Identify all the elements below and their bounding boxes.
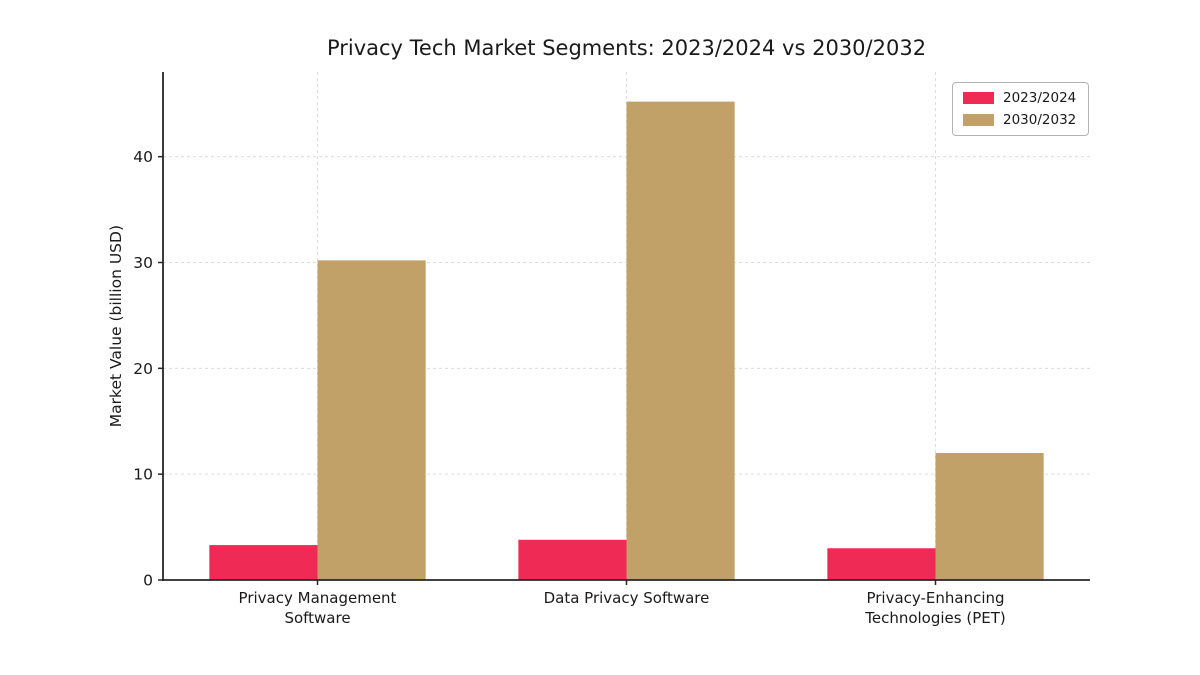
legend-row-2023-2024: 2023/2024 bbox=[963, 90, 1076, 106]
legend: 2023/2024 2030/2032 bbox=[952, 82, 1090, 136]
bar-2030-2032-cat2 bbox=[935, 453, 1044, 580]
legend-swatch-2023-2024-icon bbox=[963, 92, 994, 104]
legend-label-2023-2024: 2023/2024 bbox=[1003, 90, 1077, 106]
x-tick-label: Data Privacy Software bbox=[544, 589, 710, 607]
y-tick-label: 0 bbox=[143, 571, 153, 589]
bar-2030-2032-cat0 bbox=[317, 260, 426, 580]
y-tick-label: 20 bbox=[133, 360, 153, 378]
chart-title: Privacy Tech Market Segments: 2023/2024 … bbox=[326, 36, 927, 60]
bar-2030-2032-cat1 bbox=[626, 101, 735, 580]
y-tick-label: 40 bbox=[133, 148, 153, 166]
x-tick-label: Privacy-Enhancing Technologies (PET) bbox=[864, 589, 1006, 627]
x-tick-label: Privacy Management Software bbox=[239, 589, 397, 627]
y-tick-label: 10 bbox=[133, 466, 153, 484]
legend-label-2030-2032: 2030/2032 bbox=[1003, 112, 1077, 128]
legend-swatch-2030-2032-icon bbox=[963, 114, 994, 126]
bar-2023-2024-cat0 bbox=[209, 545, 318, 580]
legend-row-2030-2032: 2030/2032 bbox=[963, 112, 1076, 128]
bar-2023-2024-cat1 bbox=[518, 539, 627, 580]
bar-2023-2024-cat2 bbox=[827, 548, 936, 580]
y-tick-label: 30 bbox=[133, 254, 153, 272]
